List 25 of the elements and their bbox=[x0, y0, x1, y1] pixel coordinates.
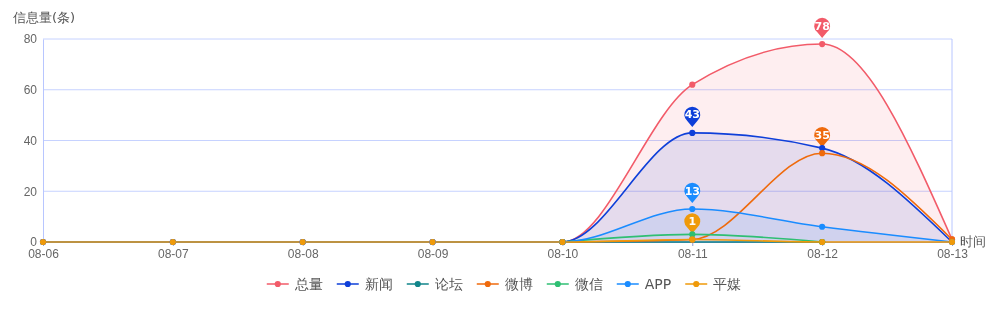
legend-label: 平媒 bbox=[713, 275, 742, 292]
x-tick-label: 08-08 bbox=[287, 246, 319, 261]
annotation: 43 bbox=[684, 108, 700, 122]
x-tick-label: 08-07 bbox=[158, 246, 190, 261]
legend-label: 论坛 bbox=[434, 275, 463, 292]
legend-label: APP bbox=[644, 275, 672, 292]
legend-label: 微信 bbox=[574, 275, 603, 292]
x-tick-label: 08-11 bbox=[677, 246, 709, 261]
annotation: 13 bbox=[684, 184, 700, 198]
annotation: 1 bbox=[688, 214, 697, 228]
y-tick-label: 60 bbox=[23, 83, 38, 98]
legend-label: 总量 bbox=[293, 275, 323, 292]
annotation: 35 bbox=[814, 128, 830, 142]
x-tick-label: 08-13 bbox=[937, 246, 969, 261]
x-tick-label: 08-09 bbox=[417, 246, 449, 261]
x-tick-label: 08-12 bbox=[807, 246, 839, 261]
legend-label: 新闻 bbox=[364, 275, 393, 292]
y-tick-label: 40 bbox=[23, 133, 38, 148]
x-tick-label: 08-10 bbox=[547, 246, 579, 261]
y-tick-label: 80 bbox=[23, 32, 38, 47]
y-axis-title: 信息量(条) bbox=[13, 10, 76, 25]
annotation: 78 bbox=[814, 19, 830, 33]
y-tick-label: 20 bbox=[23, 184, 38, 199]
legend-label: 微博 bbox=[504, 275, 533, 292]
x-axis-title: 时间 bbox=[960, 234, 986, 249]
